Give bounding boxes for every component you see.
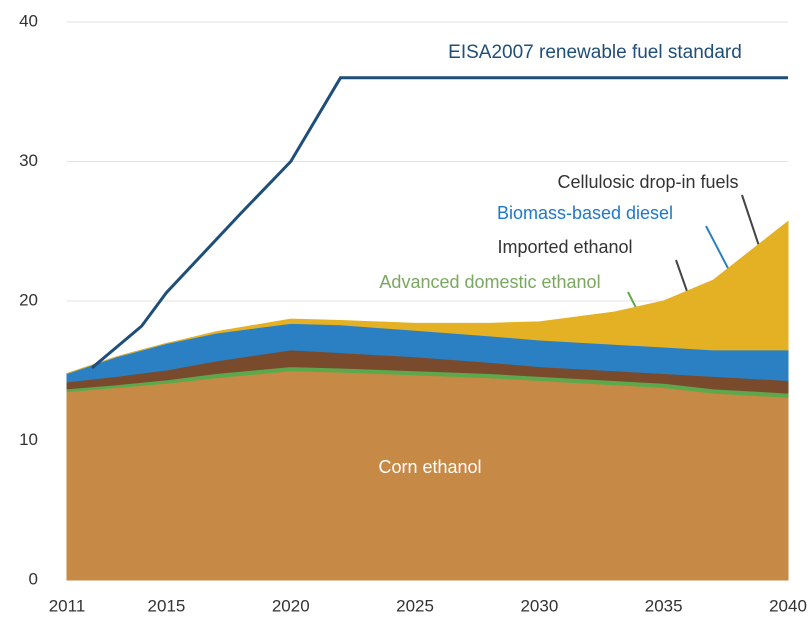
series-label: Biomass-based diesel xyxy=(497,203,673,223)
x-tick-label: 2030 xyxy=(520,596,558,615)
y-tick-label: 40 xyxy=(19,11,38,30)
series-label: Corn ethanol xyxy=(378,457,481,477)
y-tick-label: 30 xyxy=(19,151,38,170)
x-tick-label: 2020 xyxy=(272,596,310,615)
x-tick-label: 2011 xyxy=(49,596,86,615)
series-label: Imported ethanol xyxy=(497,237,632,257)
series-label: Cellulosic drop-in fuels xyxy=(557,172,738,192)
x-tick-label: 2040 xyxy=(769,596,807,615)
series-label: Advanced domestic ethanol xyxy=(379,272,600,292)
line xyxy=(90,76,788,370)
area xyxy=(66,220,789,375)
x-tick-label: 2035 xyxy=(645,596,683,615)
line-label: EISA2007 renewable fuel standard xyxy=(448,42,742,63)
y-tick-label: 10 xyxy=(19,430,38,449)
x-tick-label: 2025 xyxy=(396,596,434,615)
y-tick-label: 0 xyxy=(29,569,38,588)
y-tick-label: 20 xyxy=(19,290,38,309)
x-tick-label: 2015 xyxy=(148,596,186,615)
